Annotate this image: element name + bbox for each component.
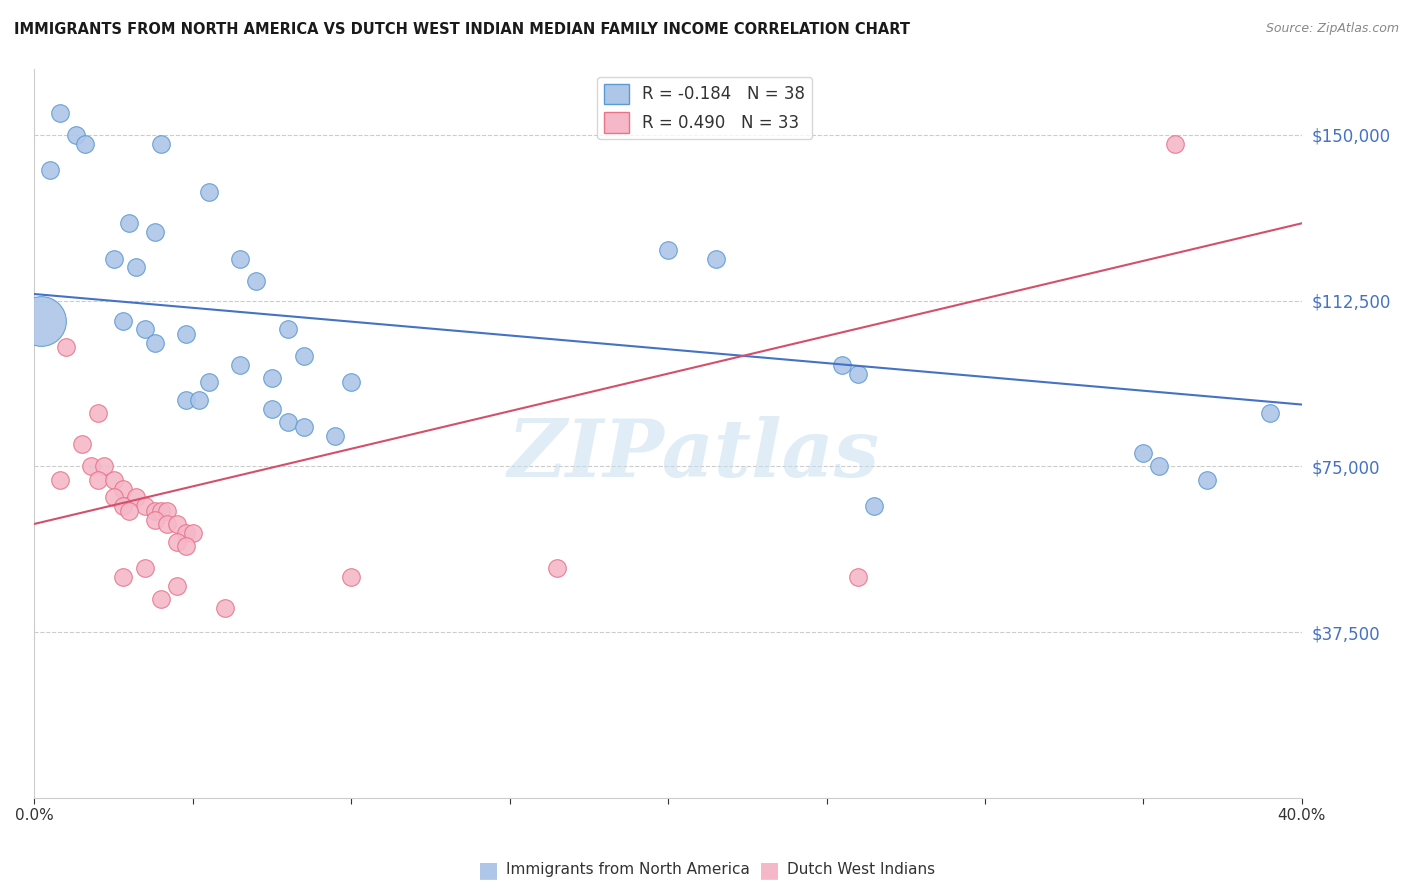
Point — [846, 570, 869, 584]
Point — [1132, 446, 1154, 460]
Point — [134, 561, 156, 575]
Point — [277, 322, 299, 336]
Point — [546, 561, 568, 575]
Point — [87, 406, 110, 420]
Point — [48, 105, 70, 120]
Point — [143, 503, 166, 517]
Point — [657, 243, 679, 257]
Point — [103, 491, 125, 505]
Point — [75, 136, 97, 151]
Point — [112, 500, 135, 514]
Point — [197, 186, 219, 200]
Point — [125, 491, 148, 505]
Point — [197, 376, 219, 390]
Point — [112, 313, 135, 327]
Point — [39, 163, 62, 178]
Text: ■: ■ — [478, 860, 499, 880]
Point — [55, 340, 77, 354]
Point — [863, 500, 886, 514]
Point — [260, 401, 283, 416]
Point — [325, 428, 347, 442]
Point — [134, 322, 156, 336]
Point — [292, 419, 315, 434]
Text: Dutch West Indians: Dutch West Indians — [787, 863, 935, 877]
Point — [292, 349, 315, 363]
Point — [118, 503, 141, 517]
Point — [181, 525, 204, 540]
Point — [214, 601, 236, 615]
Point — [143, 225, 166, 239]
Point — [143, 335, 166, 350]
Point — [118, 216, 141, 230]
Text: ■: ■ — [759, 860, 780, 880]
Point — [166, 516, 188, 531]
Point — [125, 260, 148, 275]
Point — [134, 500, 156, 514]
Point — [340, 570, 363, 584]
Point — [93, 459, 115, 474]
Point — [176, 393, 198, 408]
Point — [704, 252, 727, 266]
Point — [831, 358, 853, 372]
Text: ZIPatlas: ZIPatlas — [508, 417, 880, 494]
Point — [277, 415, 299, 429]
Point — [1258, 406, 1281, 420]
Point — [846, 367, 869, 381]
Point — [112, 570, 135, 584]
Point — [229, 252, 252, 266]
Point — [176, 539, 198, 553]
Point — [80, 459, 103, 474]
Point — [245, 274, 267, 288]
Point — [65, 128, 87, 142]
Text: Immigrants from North America: Immigrants from North America — [506, 863, 749, 877]
Point — [340, 376, 363, 390]
Point — [1195, 473, 1218, 487]
Point — [166, 579, 188, 593]
Point — [1149, 459, 1171, 474]
Point — [150, 503, 173, 517]
Point — [150, 592, 173, 607]
Legend: R = -0.184   N = 38, R = 0.490   N = 33: R = -0.184 N = 38, R = 0.490 N = 33 — [598, 77, 811, 139]
Point — [103, 473, 125, 487]
Point — [30, 313, 52, 327]
Point — [166, 534, 188, 549]
Point — [260, 371, 283, 385]
Point — [1164, 136, 1187, 151]
Point — [176, 525, 198, 540]
Point — [48, 473, 70, 487]
Point — [156, 503, 179, 517]
Point — [156, 516, 179, 531]
Point — [112, 482, 135, 496]
Point — [70, 437, 93, 451]
Point — [188, 393, 211, 408]
Point — [143, 512, 166, 526]
Point — [87, 473, 110, 487]
Text: IMMIGRANTS FROM NORTH AMERICA VS DUTCH WEST INDIAN MEDIAN FAMILY INCOME CORRELAT: IMMIGRANTS FROM NORTH AMERICA VS DUTCH W… — [14, 22, 910, 37]
Point — [103, 252, 125, 266]
Point — [176, 326, 198, 341]
Point — [150, 136, 173, 151]
Point — [229, 358, 252, 372]
Text: Source: ZipAtlas.com: Source: ZipAtlas.com — [1265, 22, 1399, 36]
